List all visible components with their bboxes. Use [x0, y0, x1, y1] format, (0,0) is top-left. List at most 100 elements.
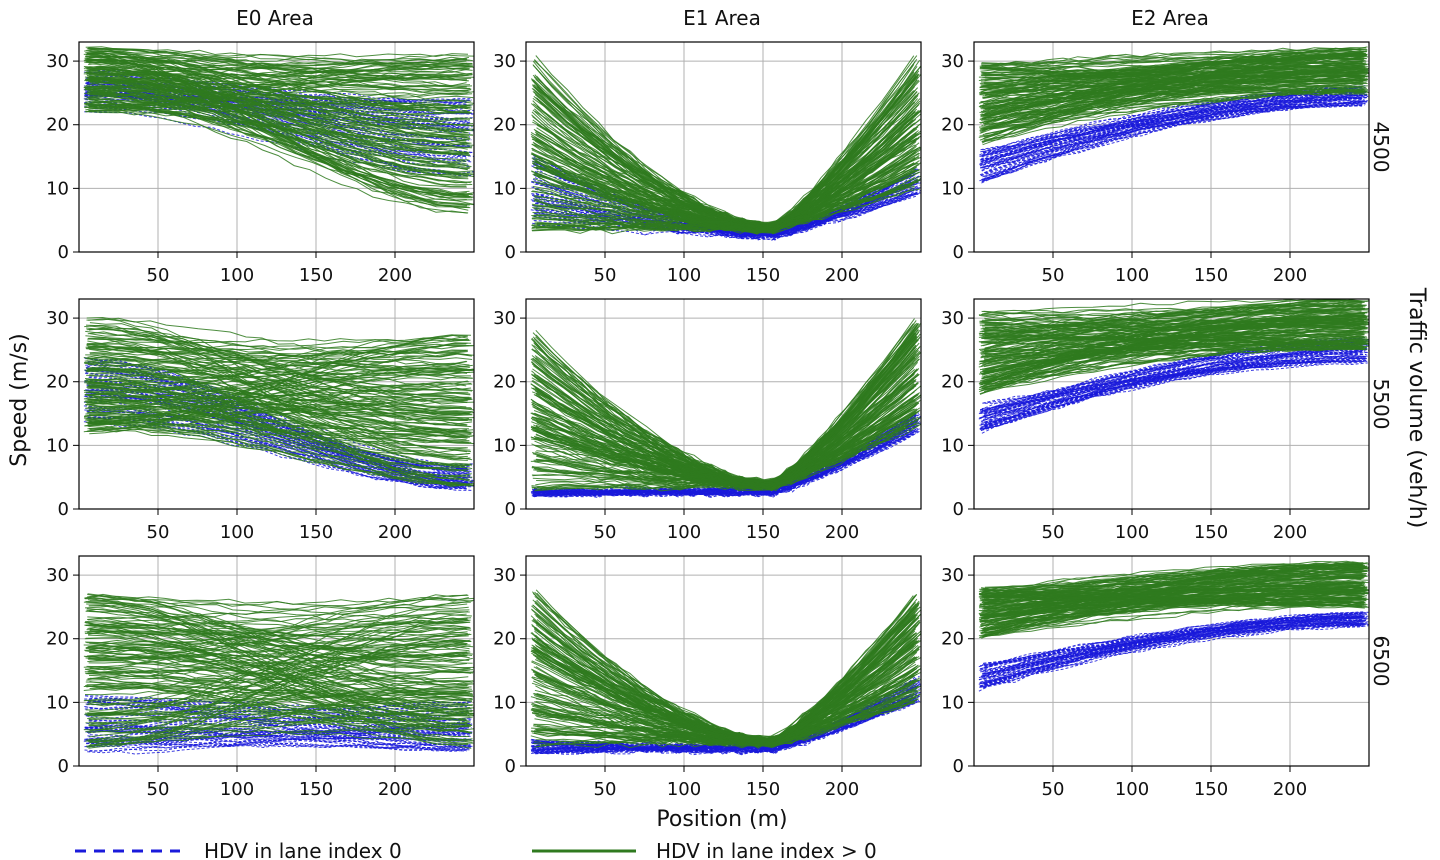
lane-0-trajectory [88, 393, 471, 477]
x-tick-label: 100 [220, 265, 254, 286]
lane-gt0-trajectory [87, 345, 474, 371]
column-title-e2: E2 Area [1131, 6, 1209, 30]
lane-gt0-trajectory [532, 59, 921, 231]
lane-0-trajectory [84, 731, 473, 752]
lane-gt0-trajectory [86, 72, 474, 205]
lane-gt0-trajectory [982, 569, 1369, 631]
lane-gt0-trajectory [531, 349, 916, 491]
x-tick-label: 100 [220, 522, 254, 543]
lane-0-trajectory [87, 83, 467, 139]
y-tick-label: 30 [493, 51, 516, 72]
lane-0-trajectory [87, 698, 472, 711]
lane-gt0-trajectory [86, 338, 468, 345]
lane-0-trajectory [983, 612, 1367, 688]
lane-gt0-trajectory [532, 332, 916, 484]
panel-lines [83, 46, 474, 214]
panel-frame [525, 298, 922, 510]
lane-0-trajectory [534, 417, 915, 498]
lane-gt0-trajectory [983, 575, 1365, 630]
lane-gt0-trajectory [982, 64, 1362, 105]
lane-0-trajectory [982, 102, 1367, 181]
lane-gt0-trajectory [84, 598, 473, 623]
lane-gt0-trajectory [88, 355, 472, 371]
lane-gt0-trajectory [536, 619, 918, 743]
panel-6500-e2-area: 50 100 150 200 0 10 20 30 [941, 555, 1370, 800]
lane-gt0-trajectory [88, 658, 468, 726]
lane-gt0-trajectory [89, 717, 470, 731]
lane-gt0-trajectory [984, 88, 1369, 110]
panel-frame [525, 41, 922, 253]
x-tick-label: 150 [746, 265, 780, 286]
lane-gt0-trajectory [84, 595, 467, 650]
lane-gt0-trajectory [87, 86, 471, 100]
panel-frame [525, 555, 922, 767]
lane-gt0-trajectory [533, 149, 919, 227]
lane-gt0-trajectory [532, 594, 918, 746]
lane-gt0-trajectory [982, 316, 1368, 382]
lane-0-trajectory [982, 623, 1366, 672]
lane-gt0-trajectory [83, 53, 472, 109]
legend-label-lane-gt0: HDV in lane index > 0 [656, 839, 877, 860]
y-tick-label: 30 [941, 565, 964, 586]
lane-gt0-trajectory [89, 99, 468, 214]
y-tick-label: 10 [46, 178, 69, 199]
lane-0-trajectory [83, 705, 468, 742]
panel-5500-e1-area: 50 100 150 200 0 10 20 30 [493, 298, 922, 543]
lane-gt0-trajectory [981, 326, 1366, 385]
lane-0-trajectory [535, 426, 918, 497]
lane-0-trajectory [88, 730, 471, 748]
lane-gt0-trajectory [981, 299, 1343, 315]
column-title-e0: E0 Area [236, 6, 314, 30]
lane-gt0-trajectory [85, 101, 471, 184]
panel-lines [978, 299, 1369, 434]
lane-0-trajectory [88, 741, 470, 749]
lane-gt0-trajectory [86, 679, 469, 746]
lane-0-trajectory [87, 701, 468, 716]
lane-gt0-trajectory [88, 89, 468, 111]
lane-gt0-trajectory [979, 54, 1368, 84]
lane-gt0-trajectory [84, 56, 471, 209]
lane-gt0-trajectory [534, 613, 916, 746]
lane-0-trajectory [89, 395, 469, 479]
lane-gt0-trajectory [84, 382, 467, 417]
lane-gt0-trajectory [533, 168, 920, 230]
lane-gt0-trajectory [979, 308, 1369, 335]
lane-0-trajectory [981, 100, 1369, 168]
y-tick-label: 20 [46, 115, 69, 136]
lane-gt0-trajectory [531, 383, 915, 491]
y-tick-label: 0 [505, 756, 516, 777]
x-tick-label: 50 [1042, 522, 1065, 543]
lane-gt0-trajectory [88, 393, 472, 453]
lane-0-trajectory [980, 101, 1369, 160]
lane-gt0-trajectory [984, 62, 1363, 76]
lane-0-trajectory [982, 343, 1365, 417]
lane-gt0-trajectory [87, 58, 468, 206]
lane-gt0-trajectory [88, 395, 467, 480]
lane-gt0-trajectory [83, 617, 468, 731]
lane-0-trajectory [983, 346, 1367, 430]
lane-gt0-trajectory [88, 318, 470, 460]
lane-0-trajectory [980, 621, 1363, 683]
lane-gt0-trajectory [984, 344, 1365, 386]
x-tick-label: 50 [1042, 265, 1065, 286]
panel-6500-e0-area: 50 100 150 200 0 10 20 30 [46, 555, 475, 800]
lane-gt0-trajectory [531, 90, 918, 233]
lane-gt0-trajectory [983, 328, 1364, 351]
lane-0-trajectory [981, 96, 1369, 162]
lane-gt0-trajectory [86, 686, 472, 717]
lane-0-trajectory [984, 618, 1364, 670]
lane-gt0-trajectory [83, 389, 467, 486]
lane-gt0-trajectory [87, 619, 471, 661]
lane-0-trajectory [979, 100, 1367, 166]
lane-gt0-trajectory [89, 409, 474, 432]
lane-gt0-trajectory [980, 320, 1369, 343]
lane-gt0-trajectory [86, 385, 467, 443]
lane-gt0-trajectory [980, 316, 1366, 386]
panel-lines [83, 316, 474, 491]
x-axis-label: Position (m) [656, 807, 787, 832]
lane-gt0-trajectory [86, 317, 470, 368]
lane-0-trajectory [87, 726, 468, 755]
y-tick-label: 0 [58, 756, 69, 777]
lane-gt0-trajectory [89, 68, 467, 142]
lane-gt0-trajectory [87, 601, 469, 686]
